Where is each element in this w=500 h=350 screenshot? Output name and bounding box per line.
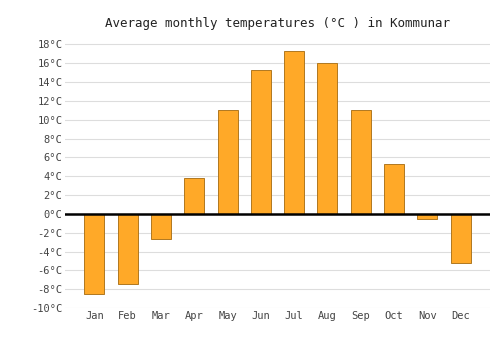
- Bar: [251, 70, 271, 214]
- Bar: [84, 214, 104, 294]
- Bar: [151, 214, 171, 239]
- Title: Average monthly temperatures (°C ) in Kommunar: Average monthly temperatures (°C ) in Ko…: [105, 17, 450, 30]
- Bar: [351, 110, 371, 214]
- Bar: [384, 164, 404, 214]
- Bar: [318, 63, 338, 214]
- Bar: [418, 214, 438, 218]
- Bar: [218, 110, 238, 214]
- Bar: [118, 214, 138, 285]
- Bar: [184, 178, 204, 214]
- Bar: [284, 51, 304, 214]
- Bar: [450, 214, 470, 263]
